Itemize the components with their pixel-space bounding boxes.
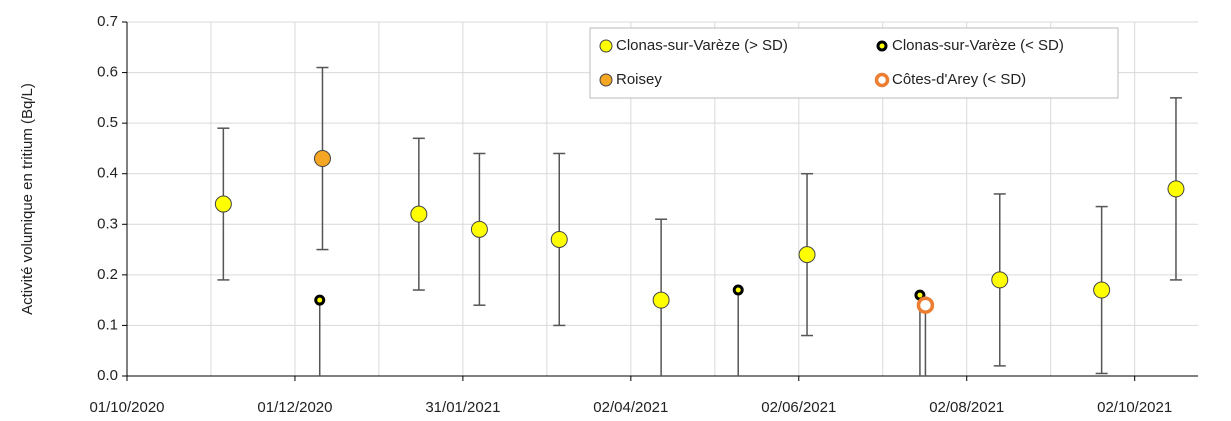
x-tick-label: 01/12/2020 bbox=[257, 399, 332, 416]
legend-marker bbox=[599, 39, 613, 53]
point bbox=[313, 150, 331, 168]
legend-marker bbox=[876, 40, 888, 52]
legend-box bbox=[589, 27, 1119, 99]
legend-label: Clonas-sur-Varèze (> SD) bbox=[616, 37, 788, 54]
point bbox=[410, 205, 428, 223]
y-axis-label: Activité volumique en tritium (Bq/L) bbox=[19, 83, 36, 315]
point bbox=[550, 230, 568, 248]
y-tick-label: 0.1 bbox=[97, 316, 118, 333]
point bbox=[314, 294, 326, 306]
x-tick-label: 02/04/2021 bbox=[593, 399, 668, 416]
y-tick-label: 0.2 bbox=[97, 266, 118, 283]
point bbox=[732, 284, 744, 296]
x-tick-label: 02/10/2021 bbox=[1097, 399, 1172, 416]
point bbox=[1093, 281, 1111, 299]
y-tick-label: 0.6 bbox=[97, 64, 118, 81]
point bbox=[214, 195, 232, 213]
y-tick-label: 0.3 bbox=[97, 215, 118, 232]
legend-label: Roisey bbox=[616, 71, 662, 88]
y-tick-label: 0.0 bbox=[97, 367, 118, 384]
x-tick-label: 31/01/2021 bbox=[425, 399, 500, 416]
point bbox=[798, 246, 816, 264]
legend-marker bbox=[599, 73, 613, 87]
y-tick-label: 0.4 bbox=[97, 165, 118, 182]
point bbox=[652, 291, 670, 309]
point bbox=[991, 271, 1009, 289]
legend-marker bbox=[874, 72, 890, 88]
point bbox=[470, 220, 488, 238]
legend-label: Clonas-sur-Varèze (< SD) bbox=[892, 37, 1064, 54]
y-tick-label: 0.5 bbox=[97, 114, 118, 131]
y-tick-label: 0.7 bbox=[97, 13, 118, 30]
legend-label: Côtes-d'Arey (< SD) bbox=[892, 71, 1026, 88]
x-tick-label: 01/10/2020 bbox=[89, 399, 164, 416]
point bbox=[916, 296, 935, 314]
x-tick-label: 02/08/2021 bbox=[929, 399, 1004, 416]
point bbox=[1167, 180, 1185, 198]
x-tick-label: 02/06/2021 bbox=[761, 399, 836, 416]
